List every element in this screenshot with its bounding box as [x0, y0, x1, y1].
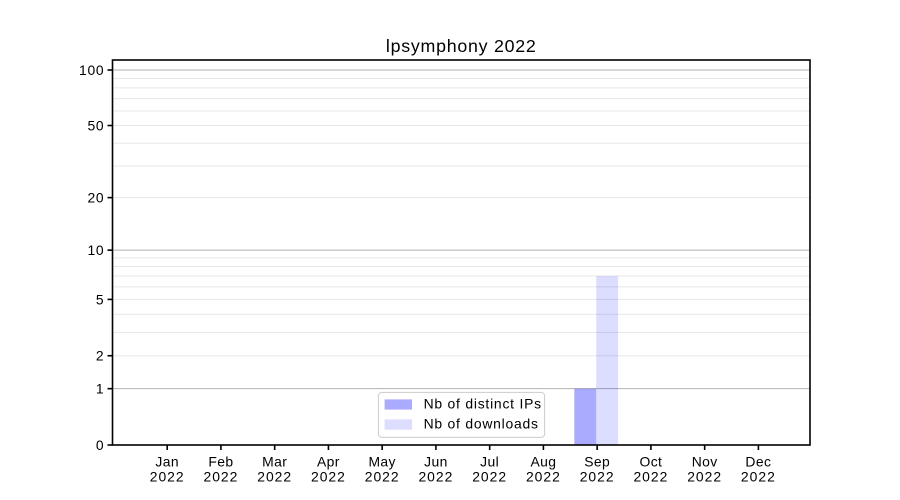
svg-text:Sep: Sep	[584, 453, 610, 469]
svg-text:Nov: Nov	[692, 453, 718, 469]
svg-text:2022: 2022	[257, 469, 292, 485]
svg-text:0: 0	[96, 437, 104, 453]
svg-text:Apr: Apr	[317, 453, 340, 469]
svg-text:lpsymphony 2022: lpsymphony 2022	[386, 36, 537, 56]
svg-text:2022: 2022	[741, 469, 776, 485]
svg-text:Mar: Mar	[262, 453, 287, 469]
svg-text:2022: 2022	[365, 469, 400, 485]
svg-text:2022: 2022	[472, 469, 507, 485]
svg-text:20: 20	[87, 190, 104, 206]
svg-text:Nb of distinct IPs: Nb of distinct IPs	[424, 395, 542, 411]
svg-text:Jul: Jul	[480, 453, 499, 469]
svg-text:50: 50	[87, 118, 104, 134]
svg-text:Dec: Dec	[745, 453, 771, 469]
svg-text:2022: 2022	[526, 469, 561, 485]
svg-text:2: 2	[96, 348, 104, 364]
svg-text:2022: 2022	[150, 469, 185, 485]
svg-text:5: 5	[96, 291, 104, 307]
svg-text:2022: 2022	[687, 469, 722, 485]
svg-text:1: 1	[96, 381, 104, 397]
svg-text:May: May	[368, 453, 395, 469]
svg-text:Feb: Feb	[208, 453, 233, 469]
svg-text:2022: 2022	[633, 469, 668, 485]
svg-text:2022: 2022	[418, 469, 453, 485]
svg-text:2022: 2022	[311, 469, 346, 485]
svg-text:2022: 2022	[203, 469, 238, 485]
svg-text:Nb of downloads: Nb of downloads	[424, 415, 539, 431]
svg-text:100: 100	[79, 62, 104, 78]
svg-text:Jan: Jan	[155, 453, 179, 469]
svg-text:Aug: Aug	[530, 453, 556, 469]
svg-text:10: 10	[87, 242, 104, 258]
svg-text:Jun: Jun	[424, 453, 448, 469]
svg-text:2022: 2022	[580, 469, 615, 485]
svg-text:Oct: Oct	[639, 453, 662, 469]
